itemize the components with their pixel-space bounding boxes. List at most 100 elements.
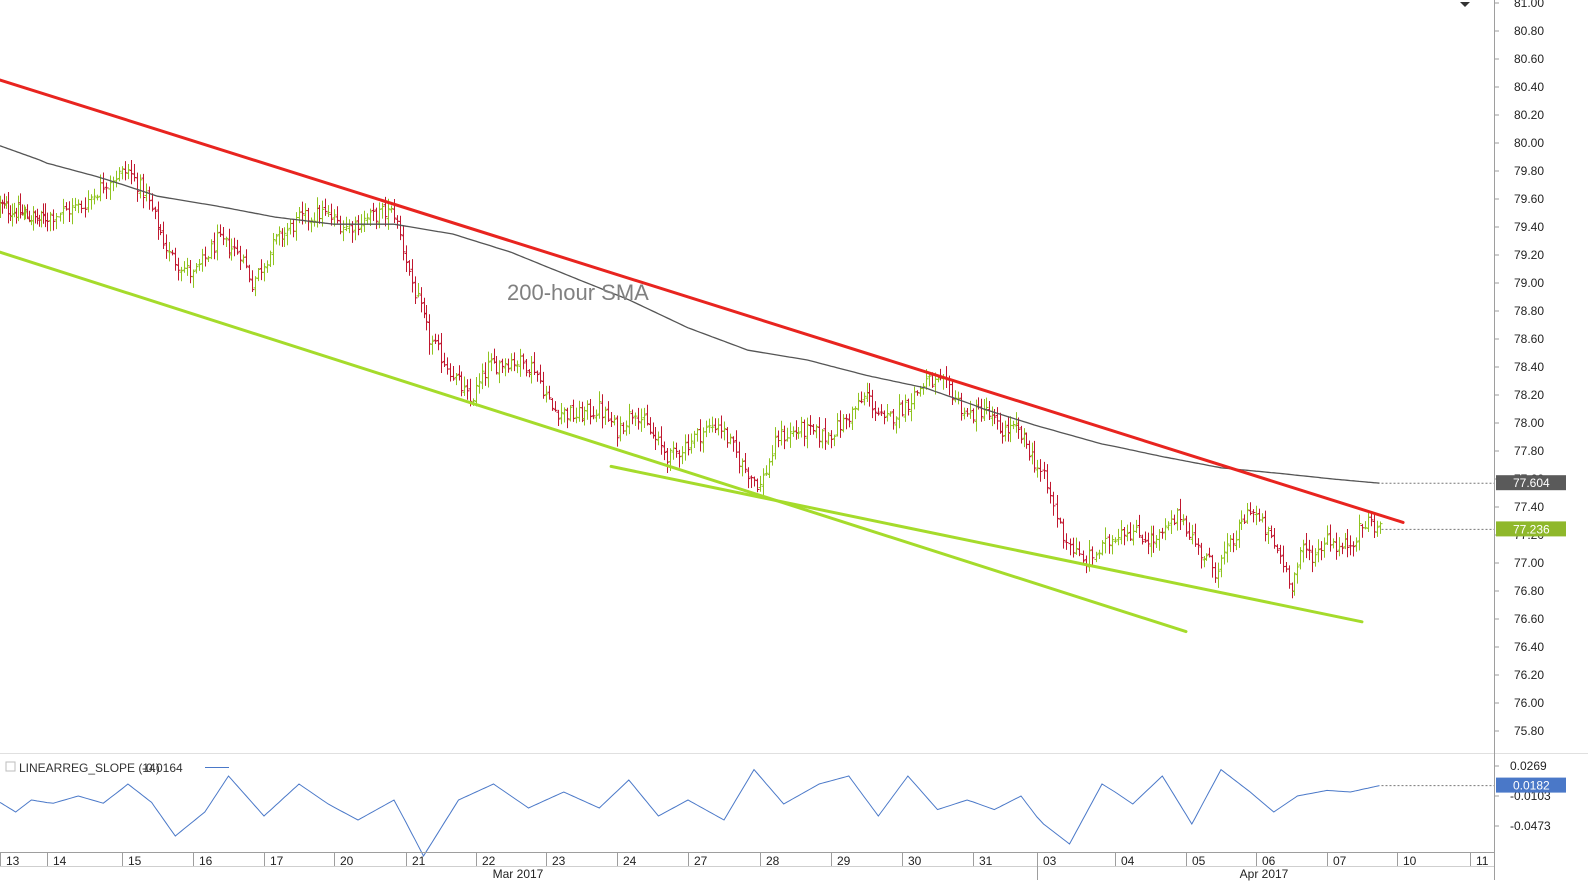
- ohlc-bar: [156, 201, 161, 240]
- ohlc-bar: [288, 218, 293, 235]
- ohlc-bar: [6, 192, 11, 224]
- ohlc-bar: [407, 260, 412, 276]
- ohlc-bar: [814, 424, 819, 439]
- ohlc-bar: [427, 314, 432, 355]
- ohlc-bar: [1175, 508, 1180, 531]
- ohlc-bar: [209, 239, 214, 260]
- ohlc-bar: [1313, 548, 1318, 567]
- ohlc-bar: [740, 458, 745, 477]
- ohlc-bar: [1316, 539, 1321, 563]
- ohlc-bar: [761, 468, 766, 497]
- ohlc-bar: [101, 172, 106, 194]
- ohlc-bar: [770, 445, 775, 466]
- trendline-support-inner[interactable]: [609, 464, 1364, 624]
- trendline-resistance[interactable]: [0, 78, 1405, 524]
- ohlc-bar: [1097, 549, 1102, 559]
- ohlc-bar: [891, 408, 896, 430]
- last-price-badge-text: 77.236: [1513, 522, 1550, 536]
- ohlc-bar: [659, 426, 664, 455]
- ohlc-bar: [950, 381, 955, 405]
- ohlc-bar: [197, 259, 202, 271]
- indicator-value-badge-text: 0.0182: [1513, 779, 1550, 793]
- ohlc-bar: [835, 413, 840, 437]
- ohlc-bar: [1222, 541, 1227, 565]
- ohlc-bar: [755, 478, 760, 493]
- ohlc-bar: [433, 333, 438, 345]
- ohlc-bar: [820, 429, 825, 449]
- ohlc-bar: [179, 266, 184, 282]
- ohlc-bar: [1251, 509, 1256, 523]
- ohlc-bar: [998, 412, 1003, 434]
- ohlc-bar: [503, 358, 508, 377]
- ohlc-bar: [1354, 537, 1359, 552]
- ohlc-bar: [1263, 510, 1268, 542]
- ohlc-bar: [1008, 416, 1013, 443]
- ohlc-bar: [1331, 538, 1336, 549]
- ohlc-bar: [853, 406, 858, 420]
- ohlc-bar: [126, 164, 131, 180]
- ohlc-bar: [1169, 510, 1174, 534]
- x-tick-label: 27: [694, 854, 708, 868]
- ohlc-bar: [4, 196, 9, 209]
- ohlc-bar: [1234, 530, 1239, 551]
- ohlc-bar: [796, 426, 801, 439]
- ohlc-bar: [538, 364, 543, 384]
- ohlc-bar: [651, 422, 656, 439]
- ohlc-bar: [1113, 537, 1118, 544]
- ohlc-bar: [1213, 562, 1218, 583]
- x-tick-label: 11: [1476, 854, 1489, 868]
- ohlc-bar: [550, 397, 555, 411]
- ohlc-bar: [645, 404, 650, 426]
- ohlc-bar: [1239, 510, 1244, 531]
- x-tick-label: 30: [908, 854, 922, 868]
- candles-layer: [0, 159, 1383, 599]
- ohlc-bar: [1022, 428, 1027, 448]
- ohlc-bar: [779, 420, 784, 446]
- ohlc-bar: [695, 428, 700, 442]
- ohlc-bar: [79, 200, 84, 214]
- ohlc-bar: [512, 352, 517, 372]
- ohlc-bar: [823, 418, 828, 450]
- indicator-value-badge: 0.0182: [1496, 777, 1566, 793]
- ohlc-bar: [451, 365, 456, 381]
- dropdown-arrow-icon[interactable]: [1460, 2, 1470, 7]
- ohlc-bar: [194, 262, 199, 274]
- ohlc-bar: [176, 257, 181, 281]
- ohlc-bar: [544, 385, 549, 403]
- ohlc-bar: [633, 412, 638, 426]
- ohlc-bar: [238, 245, 243, 271]
- ohlc-bar: [1363, 521, 1368, 530]
- ohlc-bar: [850, 406, 855, 431]
- ohlc-bar: [879, 404, 884, 417]
- ohlc-bar: [362, 210, 367, 232]
- ohlc-bar: [1042, 461, 1047, 480]
- ohlc-bar: [1360, 523, 1365, 538]
- sma-value-badge-bg: [1496, 475, 1566, 491]
- ohlc-bar: [1260, 513, 1265, 523]
- x-tick-label: 28: [766, 854, 780, 868]
- ohlc-bar: [1140, 534, 1145, 545]
- ohlc-bar: [129, 159, 134, 185]
- ohlc-bar: [329, 203, 334, 226]
- ohlc-bar: [1269, 525, 1274, 539]
- ohlc-bar: [1278, 544, 1283, 564]
- ohlc-bar: [859, 391, 864, 404]
- y-tick-label: 78.20: [1514, 388, 1544, 402]
- ohlc-bar: [410, 259, 415, 293]
- indicator-toggle-icon[interactable]: [5, 761, 16, 772]
- ohlc-bar: [689, 433, 694, 454]
- ohlc-bar: [894, 416, 899, 434]
- ohlc-bar: [665, 447, 670, 474]
- ohlc-bar: [698, 419, 703, 452]
- ohlc-bar: [1184, 515, 1189, 537]
- ohlc-bar: [161, 221, 166, 249]
- ohlc-bar: [642, 407, 647, 429]
- ohlc-bar: [873, 401, 878, 422]
- trendline-support-outer[interactable]: [0, 250, 1188, 634]
- x-tick-label: 15: [128, 854, 142, 868]
- ohlc-bar: [782, 425, 787, 450]
- ohlc-bar: [585, 400, 590, 420]
- ohlc-bar: [291, 218, 296, 238]
- ohlc-bar: [571, 399, 576, 422]
